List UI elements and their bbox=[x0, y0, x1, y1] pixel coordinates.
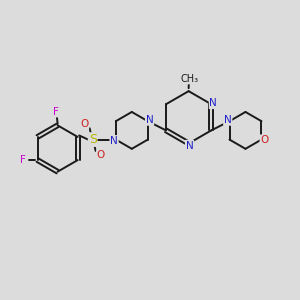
Text: N: N bbox=[110, 136, 118, 146]
Text: F: F bbox=[53, 107, 59, 117]
Text: N: N bbox=[186, 140, 194, 151]
Text: N: N bbox=[146, 115, 153, 125]
Text: CH₃: CH₃ bbox=[180, 74, 198, 84]
Text: N: N bbox=[209, 98, 217, 108]
Text: O: O bbox=[97, 150, 105, 160]
Text: N: N bbox=[224, 115, 232, 125]
Text: S: S bbox=[89, 133, 97, 146]
Text: O: O bbox=[80, 119, 88, 129]
Text: O: O bbox=[260, 135, 268, 145]
Text: F: F bbox=[20, 155, 26, 165]
